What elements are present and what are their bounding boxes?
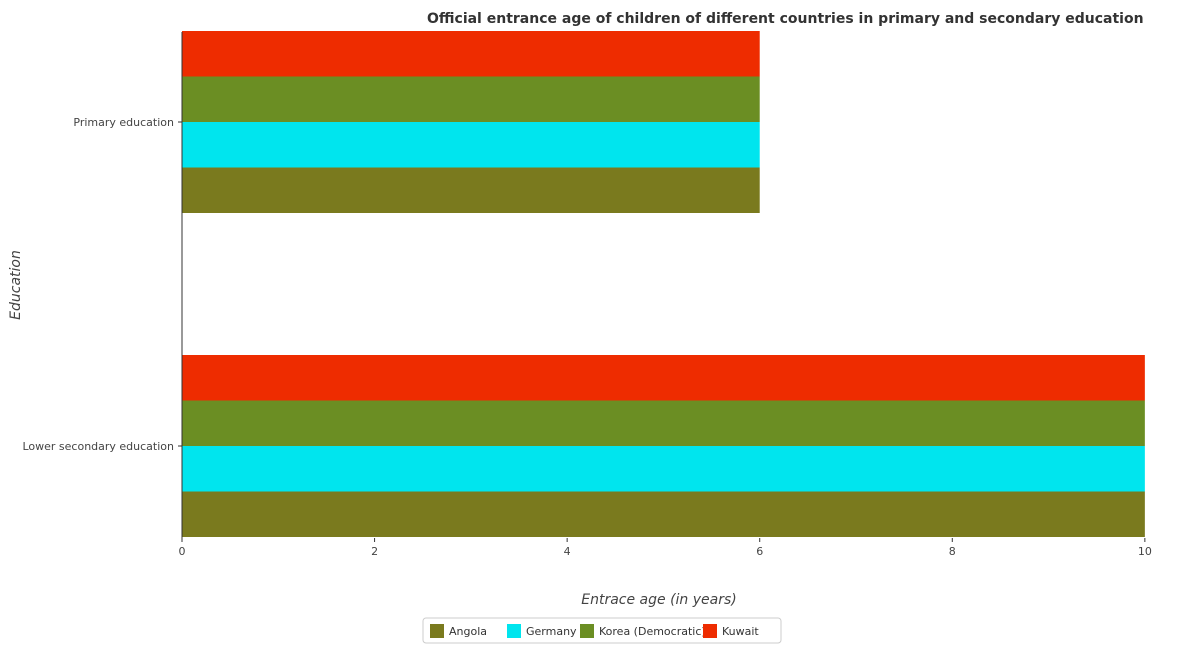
x-tick-label: 10 bbox=[1138, 545, 1152, 558]
bar-kuwait-0 bbox=[182, 355, 1145, 401]
y-tick-label: Lower secondary education bbox=[22, 440, 174, 453]
bar-kuwait-1 bbox=[182, 31, 760, 77]
x-ticks-group: 0 2 4 6 8 10 bbox=[179, 538, 1152, 558]
bar-germany-1 bbox=[182, 122, 760, 168]
legend-label: Germany bbox=[526, 625, 577, 638]
x-tick-label: 8 bbox=[949, 545, 956, 558]
bar-korea-democratic--0 bbox=[182, 400, 1145, 446]
y-ticks-group: Lower secondary education Primary educati… bbox=[22, 116, 182, 453]
legend-swatch bbox=[703, 624, 717, 638]
legend-swatch bbox=[430, 624, 444, 638]
x-tick-label: 4 bbox=[564, 545, 571, 558]
legend-swatch bbox=[580, 624, 594, 638]
bar-angola-0 bbox=[182, 491, 1145, 537]
bar-korea-democratic--1 bbox=[182, 76, 760, 122]
legend-label: Kuwait bbox=[722, 625, 759, 638]
y-axis-label: Education bbox=[8, 250, 24, 320]
legend-label: Korea (Democratic) bbox=[599, 625, 706, 638]
legend: Angola Germany Korea (Democratic) Kuwait bbox=[422, 617, 782, 644]
chart-title: Official entrance age of children of dif… bbox=[427, 11, 1144, 27]
bar-germany-0 bbox=[182, 446, 1145, 492]
y-tick-label: Primary education bbox=[73, 116, 174, 129]
legend-swatch bbox=[507, 624, 521, 638]
legend-label: Angola bbox=[449, 625, 487, 638]
x-tick-label: 2 bbox=[371, 545, 378, 558]
bars-group bbox=[182, 31, 1145, 537]
bar-angola-1 bbox=[182, 167, 760, 213]
x-tick-label: 6 bbox=[756, 545, 763, 558]
x-axis-label: Entrace age (in years) bbox=[581, 592, 737, 608]
x-tick-label: 0 bbox=[179, 545, 186, 558]
